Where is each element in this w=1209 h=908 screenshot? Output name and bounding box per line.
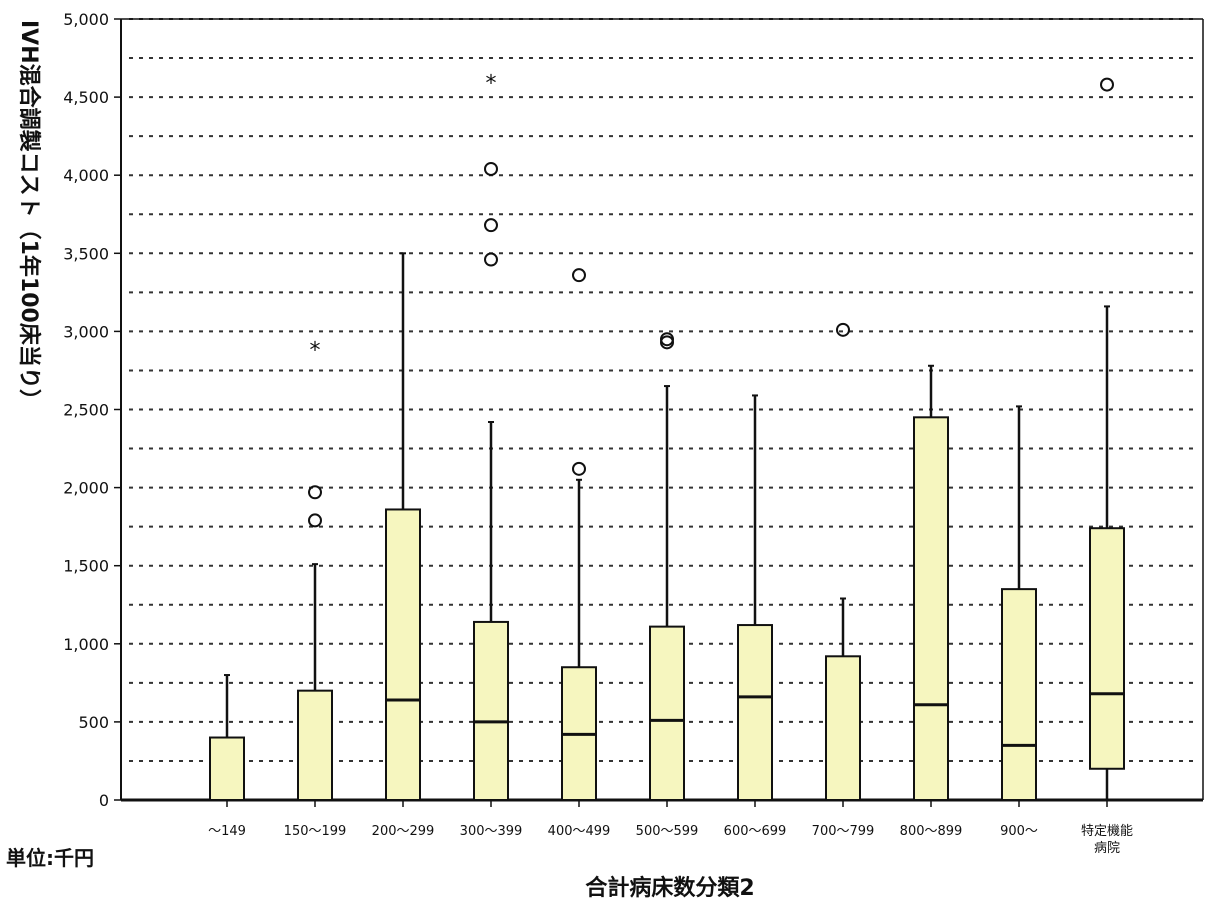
y-axis-title: IVH混合調製コスト（1年100床当り）: [16, 20, 42, 411]
x-axis-title: 合計病床数分類2: [585, 875, 754, 901]
y-tick-label: 4,500: [63, 88, 109, 107]
y-tick-label: 3,500: [63, 244, 109, 263]
outlier-point: [1100, 77, 1114, 92]
x-tick-label: 400～499: [548, 824, 611, 839]
outlier-point: [484, 218, 498, 233]
y-tick-label: 5,000: [63, 10, 109, 29]
y-tick-label: 0: [99, 791, 109, 810]
y-tick-label: 2,500: [63, 401, 109, 420]
extreme-point: *: [310, 339, 321, 364]
box: [913, 416, 949, 801]
x-tick-label: 700～799: [812, 824, 875, 839]
y-tick-label: 500: [78, 713, 109, 732]
y-tick-label: 2,000: [63, 479, 109, 498]
y-tick-label: 4,000: [63, 166, 109, 185]
x-tick-label: 300～399: [460, 824, 523, 839]
labels: 0 500 1,000 1,500 2,000 2,500 3,000 3,500 4,000 4…: [63, 10, 1133, 856]
boxes: **: [209, 71, 1125, 802]
box: [737, 624, 773, 802]
x-tick-label: 500～599: [636, 824, 699, 839]
outlier-point: [572, 461, 586, 476]
box: [385, 508, 421, 801]
x-tick-label: 900～: [1000, 824, 1038, 839]
x-tick-label: 600～699: [724, 824, 787, 839]
outlier-point: [660, 332, 674, 347]
outlier-point: [308, 513, 322, 528]
x-tick-label: 200～299: [372, 824, 435, 839]
box: [649, 625, 685, 801]
x-tick-label: 病院: [1094, 841, 1120, 856]
extreme-point: *: [486, 71, 497, 96]
outlier-point: [836, 322, 850, 337]
outlier-point: [308, 485, 322, 500]
x-tick-label: 150～199: [284, 824, 347, 839]
outlier-point: [484, 252, 498, 267]
box: [825, 655, 861, 802]
y-tick-label: 3,000: [63, 322, 109, 341]
x-tick-label: 特定機能: [1081, 824, 1133, 839]
y-tick-label: 1,000: [63, 635, 109, 654]
box: [297, 689, 333, 801]
unit-note: 単位:千円: [6, 846, 94, 870]
outlier-point: [572, 268, 586, 283]
box: [209, 736, 245, 802]
x-tick-label: ～149: [208, 824, 246, 839]
box: [473, 620, 509, 801]
box: [1001, 588, 1037, 801]
box: [1089, 527, 1125, 770]
x-tick-label: 800～899: [900, 824, 963, 839]
y-tick-label: 1,500: [63, 557, 109, 576]
outlier-point: [484, 161, 498, 176]
